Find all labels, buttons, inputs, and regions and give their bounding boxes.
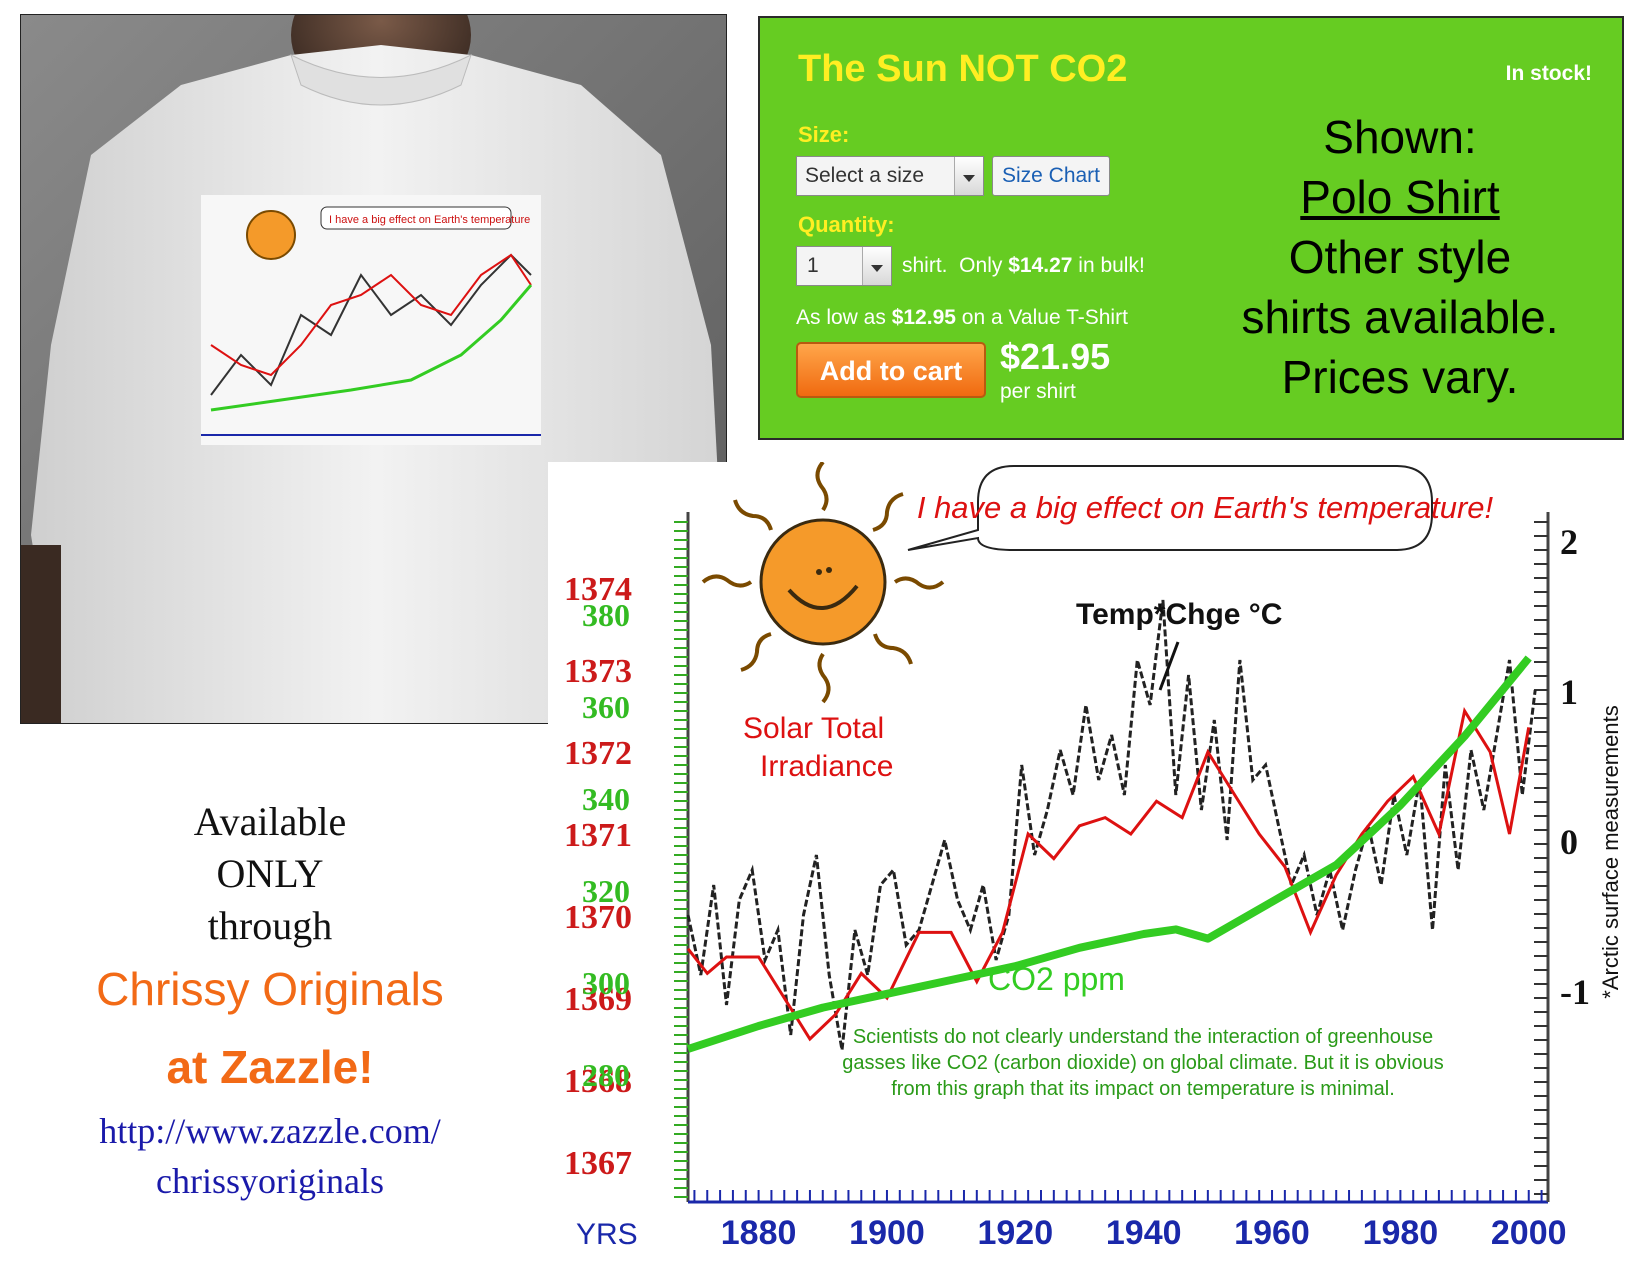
add-to-cart-button[interactable]: Add to cart	[796, 342, 986, 398]
tick-label-co2: 380	[582, 597, 630, 633]
promo-only: ONLY	[216, 851, 324, 896]
tick-label-co2: 280	[582, 1057, 630, 1093]
speech-bubble	[907, 465, 1433, 551]
chevron-down-icon	[862, 247, 891, 285]
polo-shirt-image: I have a big effect on Earth's temperatu…	[21, 15, 726, 723]
series-co2-line	[686, 655, 1532, 1053]
size-label: Size:	[798, 122, 850, 147]
tick-label-year: 2000	[1491, 1214, 1567, 1252]
other-styles-text: Other style	[1288, 231, 1512, 283]
product-title: The Sun NOT CO2	[798, 48, 1128, 90]
tick-label-irradiance: 1370	[564, 899, 632, 936]
chart-note: Scientists do not clearly understand the…	[842, 1026, 1443, 1100]
x-axis-label: YRS	[576, 1218, 638, 1251]
tick-label-year: 1880	[721, 1214, 797, 1252]
tick-label-irradiance: 1371	[564, 817, 632, 854]
tick-label-year: 1940	[1106, 1214, 1182, 1252]
brand-name: Chrissy Originals	[96, 963, 444, 1015]
tick-label-year: 1960	[1234, 1214, 1310, 1252]
stock-status: In stock!	[1505, 62, 1592, 85]
price: $21.95	[1000, 336, 1111, 377]
prices-vary-text: Prices vary.	[1281, 351, 1519, 403]
size-chart-button[interactable]: Size Chart	[992, 156, 1110, 196]
tick-label-co2: 360	[582, 689, 630, 725]
product-panel: The Sun NOT CO2 In stock! Size: Select a…	[758, 16, 1624, 440]
tick-label-irradiance: 1367	[564, 1145, 632, 1182]
other-styles-text-2: shirts available.	[1241, 291, 1559, 343]
series-label-temp: Temp*Chge °C	[1076, 598, 1282, 631]
svg-text:I have a big effect on Earth's: I have a big effect on Earth's temperatu…	[329, 214, 530, 226]
tick-label-temp: 2	[1560, 522, 1578, 562]
tick-label-co2: 300	[582, 965, 630, 1001]
chevron-down-icon	[954, 157, 983, 195]
size-select-value: Select a size	[805, 164, 925, 187]
value-tshirt-note: As low as $12.95 on a Value T-Shirt	[796, 306, 1128, 329]
shown-label: Shown:	[1323, 111, 1477, 163]
store-url-link-2[interactable]: chrissyoriginals	[156, 1161, 384, 1201]
size-select[interactable]: Select a size	[796, 156, 984, 196]
price-unit: per shirt	[1000, 380, 1076, 403]
tick-label-temp: -1	[1560, 972, 1590, 1012]
climate-chart: 1374 1373 1372 1371 1370 1369 1368 1367 380 360 34…	[548, 460, 1638, 1262]
tick-label-year: 1900	[849, 1214, 925, 1252]
tick-label-year: 1920	[977, 1214, 1053, 1252]
tick-label-year: 1980	[1363, 1214, 1439, 1252]
series-temp-line	[686, 599, 1537, 1051]
quantity-value: 1	[807, 254, 819, 277]
temp-pointer	[1158, 641, 1180, 691]
right-axis-label: *Arctic surface measurements	[1598, 705, 1623, 998]
tick-label-irradiance: 1373	[564, 653, 632, 690]
tick-label-temp: 1	[1560, 672, 1578, 712]
brand-store: at Zazzle!	[166, 1041, 374, 1093]
sun-icon	[701, 460, 945, 704]
polo-shirt-link[interactable]: Polo Shirt	[1300, 171, 1500, 223]
store-url-link[interactable]: http://www.zazzle.com/	[99, 1111, 441, 1151]
promo-through: through	[207, 903, 333, 948]
tick-label-temp: 0	[1560, 822, 1578, 862]
bulk-price-note: shirt. Only $14.27 in bulk!	[902, 254, 1145, 277]
series-solar-line	[686, 707, 1531, 1042]
tick-label-irradiance: 1372	[564, 735, 632, 772]
tick-label-irradiance: 1368	[564, 1063, 632, 1100]
quantity-label: Quantity:	[798, 212, 895, 237]
series-label-co2: CO2 ppm	[988, 961, 1125, 997]
tick-label-irradiance: 1369	[564, 981, 632, 1018]
series-label-solar: Solar Total Irradiance	[743, 712, 893, 783]
chart-svg: 1374 1373 1372 1371 1370 1369 1368 1367 380 360 34…	[548, 460, 1638, 1262]
tick-label-co2: 320	[582, 873, 630, 909]
speech-bubble-text: I have a big effect on Earth's temperatu…	[917, 490, 1494, 525]
product-photo: I have a big effect on Earth's temperatu…	[20, 14, 727, 724]
tick-label-co2: 340	[582, 781, 630, 817]
promo-available: Available	[193, 799, 347, 844]
quantity-select[interactable]: 1	[796, 246, 892, 286]
tick-label-irradiance: 1374	[564, 571, 632, 608]
